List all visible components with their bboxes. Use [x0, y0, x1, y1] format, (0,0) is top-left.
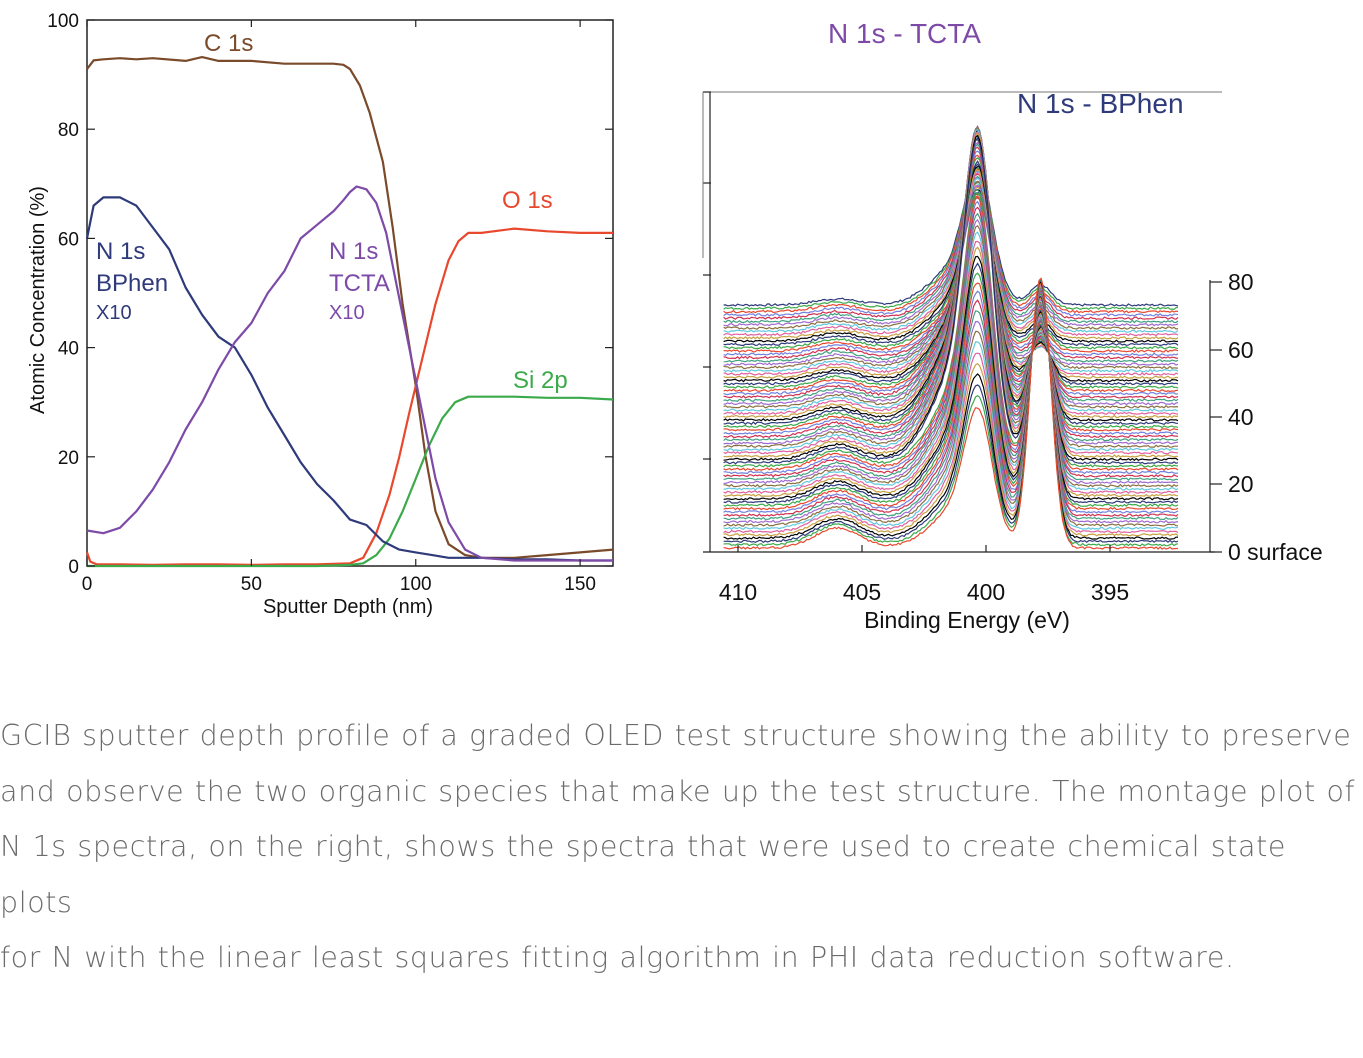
- caption-line: N 1s spectra, on the right, shows the sp…: [0, 830, 1286, 919]
- caption-line: for N with the linear least squares fitt…: [0, 941, 1235, 974]
- y-tick-label: 40: [58, 339, 79, 360]
- spectrum-line: [723, 167, 1179, 314]
- spectrum-line: [723, 184, 1179, 337]
- y-tick-label: 100: [47, 11, 79, 32]
- spectrum-line: [723, 282, 1179, 511]
- spectrum-line: [723, 277, 1178, 550]
- spectrum-line: [723, 193, 1179, 350]
- spectrum-line: [723, 192, 1179, 347]
- y-tick-label: 80: [58, 120, 79, 141]
- label-tcta-mult: X10: [329, 302, 365, 324]
- spectrum-line: [723, 195, 1179, 353]
- depth-tick-label: 40: [1228, 404, 1254, 430]
- label-c1s: C 1s: [204, 30, 253, 57]
- depth-tick-label: 80: [1228, 269, 1254, 295]
- spectrum-line: [723, 192, 1179, 468]
- spectrum-line: [723, 173, 1179, 320]
- spectrum-line: [723, 183, 1179, 333]
- figure: 0 50 100 150 0 20 40 60 80 100 Sputter Depth (nm)…: [27, 11, 1323, 633]
- spectrum-line: [723, 175, 1179, 324]
- label-tcta-n: N 1s: [329, 238, 378, 265]
- spectrum-line: [723, 286, 1179, 527]
- label-o1s: O 1s: [502, 187, 553, 214]
- caption-line: and observe the two organic species that…: [0, 774, 1356, 808]
- spectrum-line: [723, 278, 1179, 544]
- spectrum-line: [723, 136, 1179, 465]
- spectrum-line: [723, 286, 1179, 521]
- y-tick-label: 20: [58, 448, 79, 469]
- y-tick-label: 60: [58, 229, 79, 250]
- spectrum-line: [723, 218, 1179, 485]
- depth-tick-label: 0 surface: [1228, 539, 1323, 565]
- spectrum-line: [723, 272, 1179, 508]
- spectrum-line: [723, 281, 1179, 540]
- x-tick-label: 405: [843, 579, 881, 605]
- label-bphen-n: N 1s: [96, 238, 145, 265]
- depth-profile-chart: 0 50 100 150 0 20 40 60 80 100 Sputter Depth (nm)…: [27, 11, 614, 618]
- spectrum-line: [723, 231, 1179, 491]
- label-si2p: Si 2p: [513, 367, 568, 394]
- depth-profile-ticks: 0 50 100 150 0 20 40 60 80 100: [47, 11, 613, 595]
- spectrum-line: [723, 170, 1179, 317]
- spectrum-line: [723, 163, 1179, 307]
- spectrum-line: [723, 283, 1179, 534]
- spectrum-line: [723, 132, 1179, 458]
- montage-spectra: [723, 125, 1179, 550]
- x-tick-label: 100: [400, 574, 432, 595]
- spectrum-line: [723, 255, 1179, 501]
- montage-ticks: 410 405 400 395 0 surface 20 40 60 80: [719, 269, 1323, 605]
- spectrum-line: [723, 278, 1179, 547]
- series-line-0: [86, 55, 614, 559]
- spectrum-line: [723, 246, 1178, 498]
- y-tick-label: 0: [68, 557, 79, 578]
- spectrum-line: [723, 288, 1179, 517]
- montage-x-axis-title: Binding Energy (eV): [864, 607, 1070, 633]
- figure-caption: GCIB sputter depth profile of a graded O…: [0, 708, 1363, 986]
- depth-tick-label: 20: [1228, 471, 1254, 497]
- x-tick-label: 50: [241, 574, 262, 595]
- depth-tick-label: 60: [1228, 337, 1254, 363]
- spectrum-line: [723, 180, 1179, 330]
- spectrum-line: [723, 186, 1179, 340]
- spectrum-line: [723, 240, 1179, 494]
- montage-frame: [702, 91, 1222, 553]
- spectrum-line: [723, 285, 1179, 531]
- x-axis-title: Sputter Depth (nm): [263, 596, 433, 618]
- series-line-4: [86, 185, 613, 562]
- x-tick-label: 0: [82, 574, 93, 595]
- label-bphen-name: BPhen: [96, 270, 168, 297]
- spectrum-line: [723, 262, 1179, 504]
- spectrum-line: [723, 196, 1179, 472]
- spectrum-line: [723, 131, 1179, 455]
- caption-line: GCIB sputter depth profile of a graded O…: [0, 719, 1352, 752]
- spectrum-line: [723, 290, 1179, 514]
- series-line-2: [87, 395, 614, 568]
- spectrum-line: [723, 281, 1179, 537]
- n1s-montage-chart: 410 405 400 395 0 surface 20 40 60 80 Binding En…: [702, 18, 1323, 633]
- x-tick-label: 150: [564, 574, 596, 595]
- title-bphen: N 1s - BPhen: [1017, 88, 1184, 119]
- series-line-3: [85, 196, 613, 562]
- spectrum-line: [723, 206, 1179, 478]
- series-line-1: [85, 227, 613, 567]
- x-tick-label: 395: [1091, 579, 1129, 605]
- spectrum-line: [723, 200, 1179, 475]
- spectrum-line: [723, 189, 1179, 343]
- spectrum-line: [723, 286, 1179, 524]
- spectrum-line: [723, 177, 1179, 327]
- depth-profile-series: [85, 55, 614, 568]
- x-tick-label: 400: [967, 579, 1005, 605]
- spectrum-line: [723, 224, 1179, 488]
- label-bphen-mult: X10: [96, 302, 132, 324]
- title-tcta: N 1s - TCTA: [828, 18, 981, 49]
- y-axis-title: Atomic Concentration (%): [27, 186, 49, 414]
- label-tcta-name: TCTA: [329, 270, 390, 297]
- spectrum-line: [723, 212, 1179, 481]
- x-tick-label: 410: [719, 579, 757, 605]
